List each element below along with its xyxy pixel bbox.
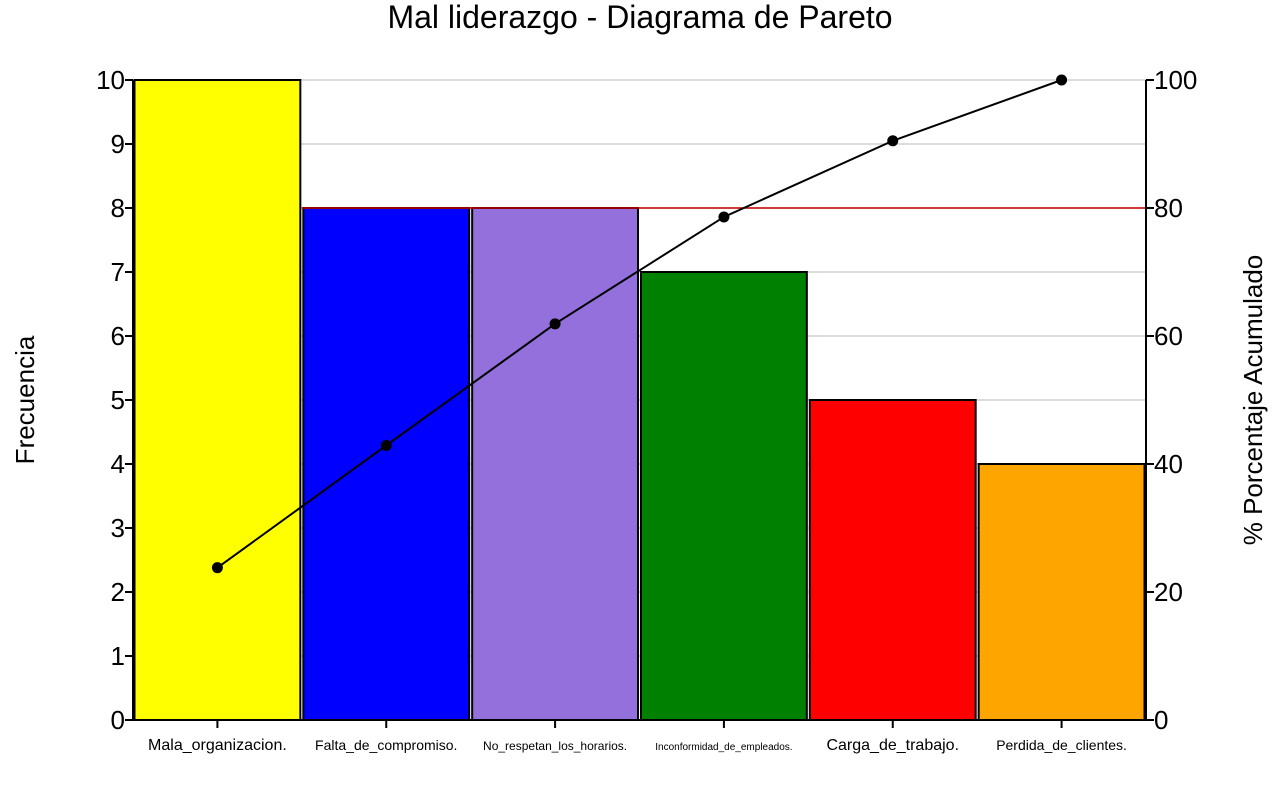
x-tick-label: Carga_de_trabajo. — [826, 737, 959, 754]
y2-tick-label: 0 — [1154, 705, 1168, 735]
tick-labels: 012345678910020406080100Mala_organizacio… — [96, 65, 1197, 754]
y2-tick-label: 20 — [1154, 577, 1183, 607]
cumulative-point — [380, 439, 392, 451]
y2-axis-title: % Porcentaje Acumulado — [1238, 255, 1268, 546]
y-tick-label: 5 — [111, 385, 125, 415]
axes — [125, 79, 1154, 728]
y-tick-label: 9 — [111, 129, 125, 159]
x-tick-label: Mala_organizacion. — [148, 737, 287, 754]
y2-tick-label: 80 — [1154, 193, 1183, 223]
y-tick-label: 8 — [111, 193, 125, 223]
cumulative-line-group — [211, 74, 1068, 574]
bar — [302, 207, 471, 721]
x-tick-label: No_respetan_los_horarios. — [483, 739, 627, 753]
cumulative-point — [718, 211, 730, 223]
cumulative-point — [887, 135, 899, 147]
y2-tick-label: 60 — [1154, 321, 1183, 351]
bar — [808, 399, 977, 721]
bar — [133, 79, 302, 721]
y-tick-label: 1 — [111, 641, 125, 671]
x-tick-label: Falta_de_compromiso. — [315, 737, 457, 753]
y2-tick-label: 100 — [1154, 65, 1197, 95]
y-tick-label: 10 — [96, 65, 125, 95]
bar — [640, 271, 808, 721]
cumulative-point — [1056, 74, 1068, 86]
y-tick-label: 0 — [111, 705, 125, 735]
bar — [471, 207, 639, 721]
gridlines — [133, 79, 1146, 657]
cumulative-point — [211, 562, 223, 574]
chart-title: Mal liderazgo - Diagrama de Pareto — [387, 0, 892, 35]
y-tick-label: 7 — [111, 257, 125, 287]
y-tick-label: 3 — [111, 513, 125, 543]
x-tick-label: Perdida_de_clientes. — [996, 737, 1127, 753]
cumulative-point — [549, 318, 561, 330]
y-tick-label: 2 — [111, 577, 125, 607]
y-tick-label: 4 — [111, 449, 125, 479]
bar — [977, 463, 1146, 721]
x-tick-label: Inconformidad_de_empleados. — [655, 742, 792, 753]
y2-tick-label: 40 — [1154, 449, 1183, 479]
y-tick-label: 6 — [111, 321, 125, 351]
cumulative-line — [216, 79, 1062, 569]
y-axis-title: Frecuencia — [10, 335, 40, 464]
